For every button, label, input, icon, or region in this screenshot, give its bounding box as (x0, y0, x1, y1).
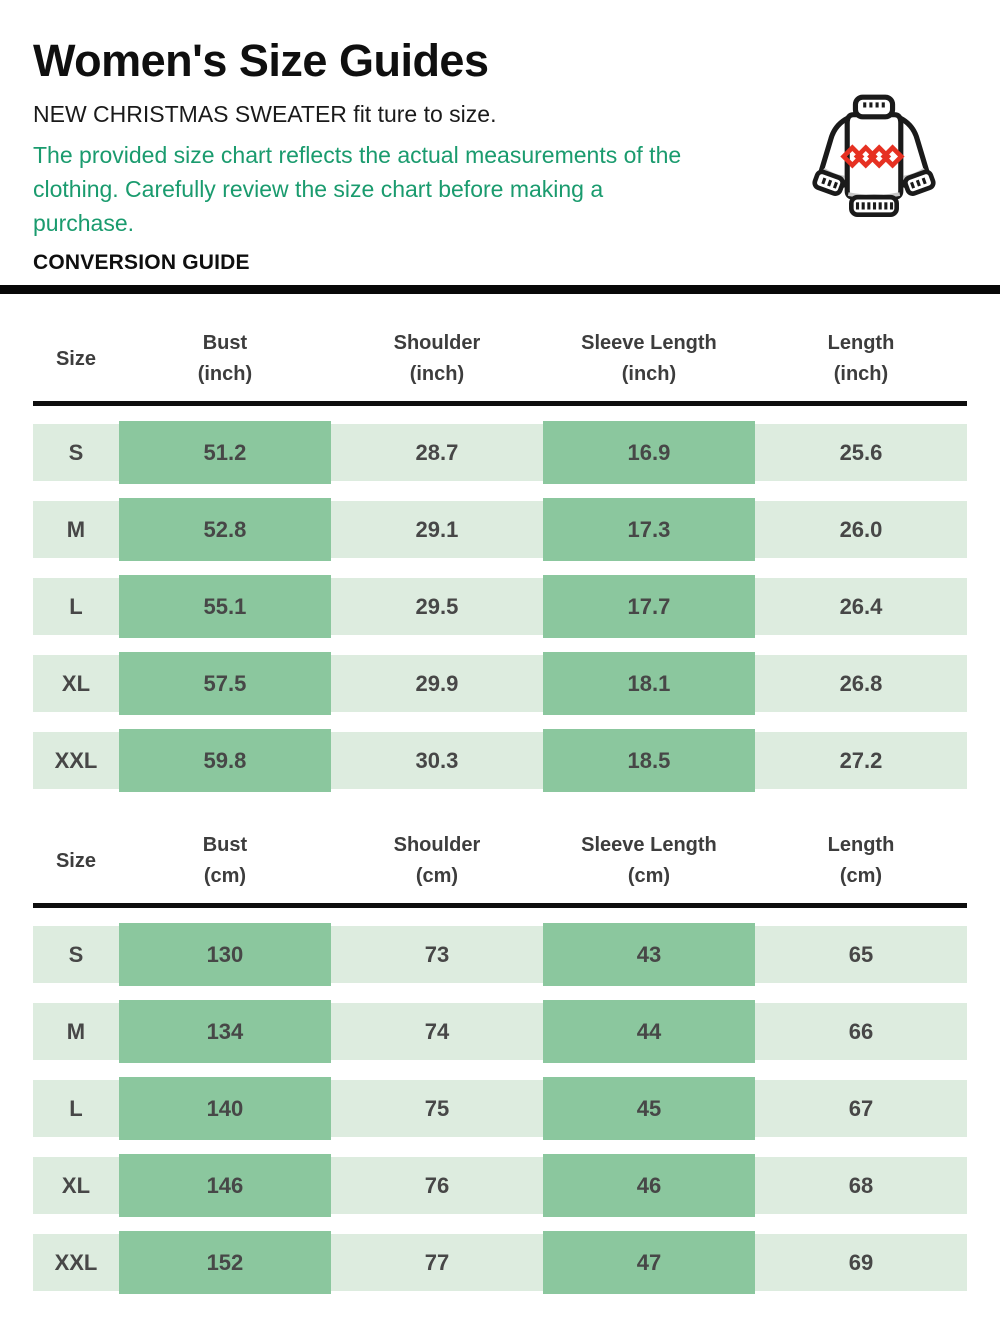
size-cell: L (33, 578, 119, 636)
value-cell: 73 (330, 926, 543, 984)
value-cell: 26.0 (754, 501, 967, 559)
table-body: S 51.2 28.7 16.9 25.6 M 52.8 29.1 17.3 26.0 L 55.1 2… (33, 421, 967, 793)
table-row-xl: XL 57.5 29.9 18.1 26.8 (33, 652, 967, 716)
size-cell: M (33, 501, 119, 559)
table-row-s: S 130 73 43 65 (33, 923, 967, 987)
column-header-bust: Bust (inch) (197, 332, 253, 386)
value-cell: 46 (542, 1154, 755, 1218)
column-header-shoulder: Shoulder (cm) (393, 834, 481, 888)
value-cell: 55.1 (118, 575, 331, 639)
conversion-guide-label: CONVERSION GUIDE (33, 251, 250, 275)
section-divider-bar (0, 285, 1000, 295)
table-row-s: S 51.2 28.7 16.9 25.6 (33, 421, 967, 485)
value-cell: 69 (754, 1234, 967, 1292)
value-cell: 18.1 (542, 652, 755, 716)
value-cell: 16.9 (542, 421, 755, 485)
table-header-row: Size Bust (cm) Shoulder (cm) Sleeve Length (cm… (33, 806, 967, 892)
value-cell: 146 (118, 1154, 331, 1218)
value-cell: 17.7 (542, 575, 755, 639)
column-header-sleeve-length: Sleeve Length (inch) (581, 332, 717, 386)
column-header-size: Size (55, 347, 96, 370)
table-body: S 130 73 43 65 M 134 74 44 66 L 140 75 45 67 XL 146 76 46 6… (33, 923, 967, 1295)
christmas-sweater-icon (812, 94, 936, 217)
value-cell: 45 (542, 1077, 755, 1141)
value-cell: 68 (754, 1157, 967, 1215)
value-cell: 52.8 (118, 498, 331, 562)
value-cell: 29.1 (330, 501, 543, 559)
table-header-rule (33, 903, 967, 909)
size-cell: XL (33, 655, 119, 713)
value-cell: 44 (542, 1000, 755, 1064)
size-table-cm: Size Bust (cm) Shoulder (cm) Sleeve Length (cm… (33, 806, 967, 1295)
value-cell: 152 (118, 1231, 331, 1295)
column-header-length: Length (cm) (827, 834, 895, 888)
value-cell: 26.8 (754, 655, 967, 713)
value-cell: 76 (330, 1157, 543, 1215)
size-cell: L (33, 1080, 119, 1138)
header-section: Women's Size Guides NEW CHRISTMAS SWEATE… (0, 0, 1000, 275)
value-cell: 77 (330, 1234, 543, 1292)
table-row-l: L 140 75 45 67 (33, 1077, 967, 1141)
value-cell: 74 (330, 1003, 543, 1061)
size-cell: XXL (33, 1234, 119, 1292)
table-row-xxl: XXL 152 77 47 69 (33, 1231, 967, 1295)
value-cell: 66 (754, 1003, 967, 1061)
value-cell: 17.3 (542, 498, 755, 562)
column-header-size: Size (55, 849, 96, 872)
value-cell: 75 (330, 1080, 543, 1138)
table-row-l: L 55.1 29.5 17.7 26.4 (33, 575, 967, 639)
value-cell: 25.6 (754, 424, 967, 482)
size-table-inches: Size Bust (inch) Shoulder (inch) Sleeve Lengt… (33, 294, 967, 793)
table-row-m: M 52.8 29.1 17.3 26.0 (33, 498, 967, 562)
table-row-xxl: XXL 59.8 30.3 18.5 27.2 (33, 729, 967, 793)
value-cell: 43 (542, 923, 755, 987)
value-cell: 28.7 (330, 424, 543, 482)
size-cell: S (33, 926, 119, 984)
column-header-shoulder: Shoulder (inch) (393, 332, 481, 386)
size-cell: XXL (33, 732, 119, 790)
fit-subtitle: NEW CHRISTMAS SWEATER fit ture to size. (33, 100, 497, 127)
column-header-length: Length (inch) (827, 332, 895, 386)
page-title: Women's Size Guides (33, 35, 489, 86)
size-cell: M (33, 1003, 119, 1061)
table-header-row: Size Bust (inch) Shoulder (inch) Sleeve Lengt… (33, 294, 967, 390)
value-cell: 65 (754, 926, 967, 984)
size-chart-note: The provided size chart reflects the act… (33, 142, 682, 237)
value-cell: 29.9 (330, 655, 543, 713)
value-cell: 140 (118, 1077, 331, 1141)
value-cell: 134 (118, 1000, 331, 1064)
size-cell: S (33, 424, 119, 482)
table-row-xl: XL 146 76 46 68 (33, 1154, 967, 1218)
value-cell: 47 (542, 1231, 755, 1295)
value-cell: 29.5 (330, 578, 543, 636)
value-cell: 67 (754, 1080, 967, 1138)
value-cell: 26.4 (754, 578, 967, 636)
value-cell: 57.5 (118, 652, 331, 716)
value-cell: 59.8 (118, 729, 331, 793)
value-cell: 27.2 (754, 732, 967, 790)
column-header-sleeve-length: Sleeve Length (cm) (581, 834, 717, 888)
value-cell: 30.3 (330, 732, 543, 790)
column-header-bust: Bust (cm) (202, 834, 248, 888)
table-header-rule (33, 401, 967, 407)
value-cell: 51.2 (118, 421, 331, 485)
table-row-m: M 134 74 44 66 (33, 1000, 967, 1064)
value-cell: 130 (118, 923, 331, 987)
size-cell: XL (33, 1157, 119, 1215)
value-cell: 18.5 (542, 729, 755, 793)
diamond-pattern (840, 144, 905, 169)
